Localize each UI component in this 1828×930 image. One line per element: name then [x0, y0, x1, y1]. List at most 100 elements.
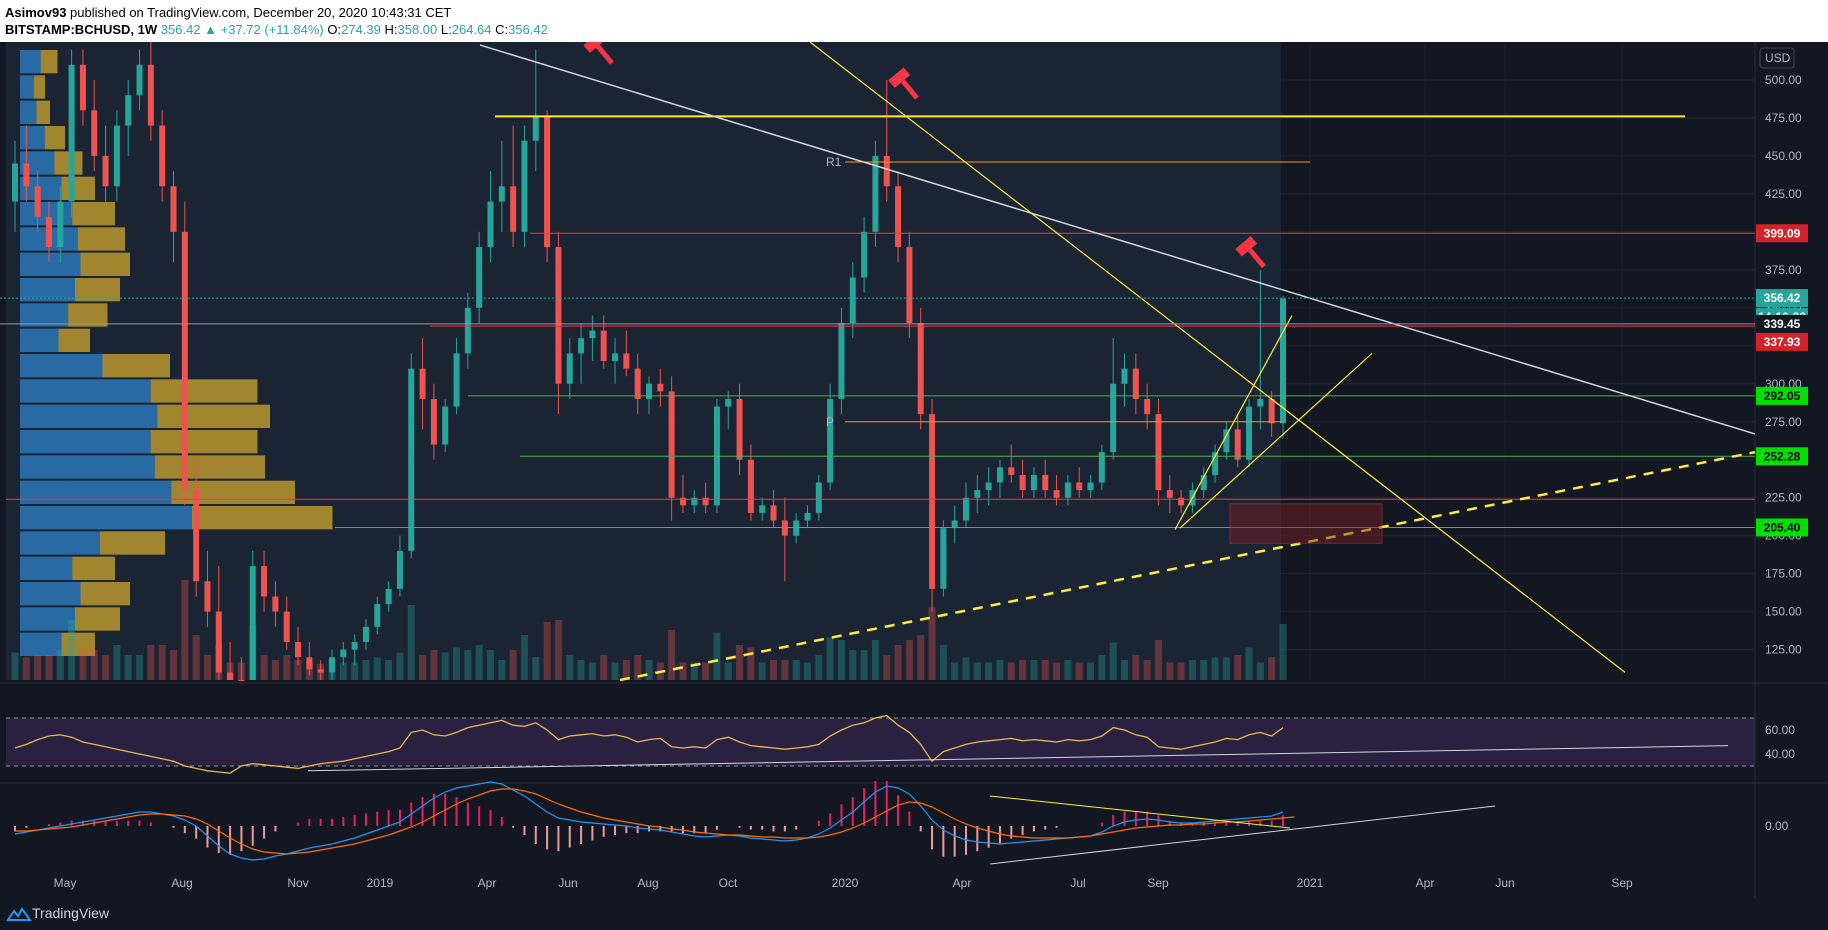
volume-bar	[1053, 662, 1061, 680]
volume-bar	[1098, 655, 1106, 680]
candle-body	[1019, 474, 1026, 491]
volume-profile-sell-bar	[157, 404, 270, 428]
candle-body	[940, 528, 947, 589]
price-tag-label: 339.45	[1764, 317, 1801, 331]
volume-profile-buy-bar	[20, 303, 69, 327]
x-tick-label: 2019	[367, 876, 394, 890]
volume-profile-buy-bar	[20, 278, 75, 302]
open-value: 274.39	[341, 22, 381, 37]
candle-body	[498, 186, 505, 202]
candle-body	[238, 680, 245, 681]
hammer-icon	[888, 67, 919, 100]
volume-profile-buy-bar	[20, 556, 73, 580]
volume-bar	[588, 662, 596, 680]
y-tick-label: 150.00	[1765, 605, 1802, 619]
low-value: 264.64	[451, 22, 492, 37]
y-tick-label: 175.00	[1765, 567, 1802, 581]
candle-body	[453, 353, 460, 407]
candle-body	[861, 231, 868, 278]
steep-trendline	[809, 42, 1626, 673]
volume-bar	[554, 620, 562, 680]
volume-profile-buy-bar	[20, 430, 151, 454]
volume-bar	[758, 662, 766, 680]
volume-bar	[1041, 660, 1049, 680]
y-tick-label: 475.00	[1765, 111, 1802, 125]
candle-body	[555, 247, 562, 384]
volume-bar	[22, 657, 30, 680]
volume-profile-sell-bar	[150, 379, 258, 403]
candle-body	[1246, 406, 1253, 460]
dashed-support-trendline	[619, 450, 1756, 682]
volume-profile-buy-bar	[20, 582, 81, 606]
volume-bar	[373, 657, 381, 680]
volume-bar	[11, 652, 19, 680]
chart-canvas[interactable]: 125.00150.00175.00200.00225.00250.00275.…	[0, 42, 1828, 898]
volume-profile-sell-bar	[68, 303, 108, 327]
candle-body	[974, 490, 981, 498]
candle-body	[566, 353, 573, 384]
candle-body	[1155, 414, 1162, 491]
volume-bar	[170, 650, 177, 680]
candle-body	[1166, 490, 1173, 498]
currency-box	[1759, 47, 1795, 69]
footer-brand[interactable]: TradingView	[32, 905, 110, 921]
volume-profile-sell-bar	[54, 151, 83, 175]
candle-body	[781, 520, 788, 536]
rsi-line	[14, 714, 1284, 774]
currency-label: USD	[1765, 51, 1791, 65]
author-name[interactable]: Asimov93	[5, 5, 67, 20]
candle-body	[34, 186, 41, 217]
candle-body	[45, 216, 52, 248]
candle-body	[1234, 429, 1241, 460]
volume-bar	[34, 655, 42, 680]
volume-profile-sell-bar	[61, 176, 95, 200]
footer-bar: TradingView	[0, 898, 1828, 930]
volume-bar	[1245, 647, 1253, 680]
rsi-trendline	[307, 745, 1729, 772]
volume-profile-buy-bar	[20, 455, 155, 479]
volume-bar	[147, 645, 155, 680]
volume-profile-buy-bar	[20, 404, 158, 428]
candle-body	[929, 414, 936, 589]
x-tick-label: Jun	[1495, 876, 1514, 890]
volume-profile-sell-bar	[36, 100, 50, 124]
candle-body	[1257, 398, 1264, 407]
candle-body	[759, 505, 766, 513]
candle-body	[725, 398, 732, 407]
volume-bar	[668, 630, 676, 680]
x-tick-label: 2021	[1297, 876, 1324, 890]
volume-profile-buy-bar	[20, 328, 59, 352]
x-tick-label: 2020	[832, 876, 859, 890]
candle-body	[340, 649, 347, 658]
y-tick-label: 375.00	[1765, 263, 1802, 277]
volume-bar	[951, 662, 959, 680]
x-tick-label: Apr	[953, 876, 972, 890]
candle-body	[159, 125, 166, 187]
volume-profile-sell-bar	[58, 328, 90, 352]
volume-bar	[1007, 662, 1015, 680]
volume-bar	[532, 657, 540, 680]
volume-profile-sell-bar	[40, 50, 58, 74]
candle-body	[612, 353, 619, 361]
volume-bar	[1143, 660, 1151, 680]
price-tag-label: 399.09	[1764, 226, 1801, 240]
candle-body	[657, 383, 664, 392]
candle-body	[600, 330, 607, 361]
volume-bar	[396, 652, 404, 680]
y-tick-label: 125.00	[1765, 643, 1802, 657]
volume-bar	[634, 655, 642, 680]
volume-bar	[45, 655, 53, 680]
macd-signal-line	[15, 788, 1295, 855]
x-tick-label: Aug	[637, 876, 658, 890]
candle-body	[1042, 474, 1049, 491]
volume-bar	[464, 650, 472, 680]
candle-body	[193, 490, 200, 582]
price-tag-box	[1756, 314, 1808, 333]
volume-bar	[770, 660, 778, 680]
candle-body	[1200, 474, 1207, 491]
volume-bar	[1177, 662, 1185, 680]
candle-body	[385, 588, 392, 605]
price-tag-label: 205.40	[1764, 520, 1801, 534]
x-tick-label: Apr	[478, 876, 497, 890]
candle-body	[510, 186, 517, 232]
